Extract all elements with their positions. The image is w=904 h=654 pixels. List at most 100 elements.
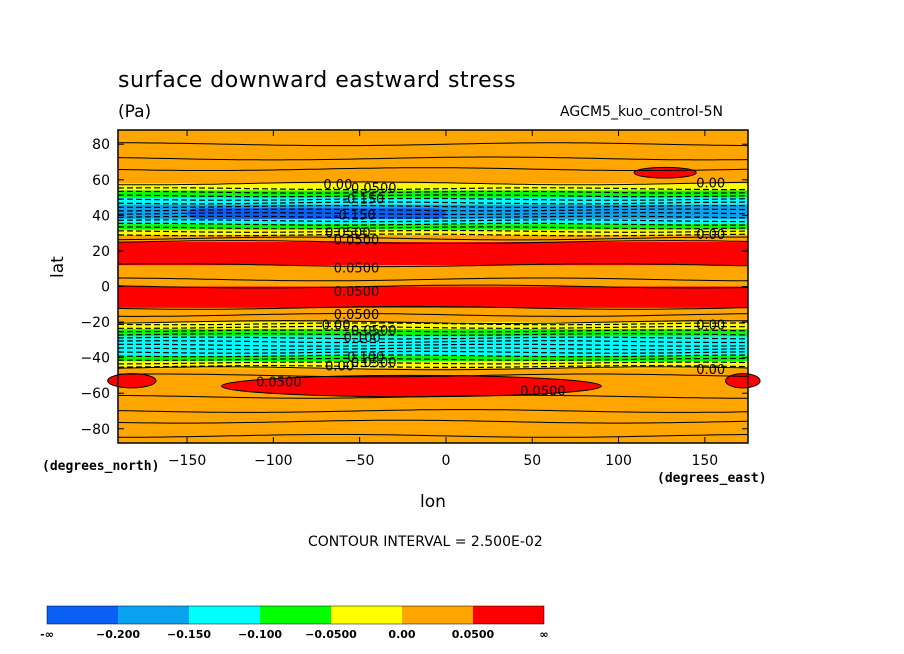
dataset-label: AGCM5_kuo_control-5N	[560, 104, 724, 120]
y-tick-label-4: 0	[101, 280, 110, 296]
contour-line-dashed-19	[117, 340, 748, 344]
contour-line-solid-17	[118, 434, 749, 438]
contour-label-0: 0.00	[323, 178, 352, 193]
contour-label-5: 0.0500	[334, 233, 380, 248]
contour-line-solid-13	[117, 373, 749, 378]
contour-line-solid-4	[117, 236, 748, 241]
contour-label-12: -0.100	[342, 351, 384, 366]
color-band-8	[118, 286, 748, 308]
contour-interval-note: CONTOUR INTERVAL = 2.500E-02	[308, 534, 543, 550]
colorbar-label-1: −0.200	[96, 628, 140, 641]
color-band-9	[118, 322, 748, 330]
contour-line-solid-0	[118, 142, 749, 147]
colorbar-label-5: 0.00	[388, 628, 415, 641]
chart-title: surface downward eastward stress	[118, 68, 517, 93]
contour-label-18: 0.00	[696, 228, 725, 243]
contour-label-15: 0.0500	[256, 376, 302, 391]
x-tick-label-2: −50	[345, 453, 375, 469]
contour-line-dashed-11	[117, 226, 749, 230]
colorbar-label-7: ∞	[539, 628, 548, 641]
color-band-0	[118, 183, 748, 191]
contour-line-solid-16	[117, 419, 749, 424]
contour-line-solid-5	[117, 240, 749, 244]
color-band-2	[118, 197, 748, 205]
colorbar-label-4: −0.0500	[305, 628, 357, 641]
colorbar-frame	[46, 605, 545, 625]
contour-label-8: 0.0500	[334, 308, 380, 323]
y-tick-label-1: 60	[92, 173, 110, 189]
contour-line-dashed-26	[117, 365, 749, 368]
contour-line-dashed-15	[118, 325, 748, 329]
contour-line-dashed-5	[117, 205, 749, 208]
contour-line-dashed-8	[117, 215, 749, 219]
contour-line-dashed-22	[117, 350, 749, 354]
contour-label-4: 0.0500	[325, 226, 371, 241]
contour-label-9: 0.00	[322, 319, 351, 334]
contour-line-dashed-12	[117, 229, 749, 233]
contour-line-solid-8	[117, 284, 749, 289]
contour-line-dashed-4	[117, 201, 749, 205]
colorbar-label-2: −0.150	[167, 628, 211, 641]
y-tick-label-5: −20	[80, 315, 110, 331]
contour-label-17: 0.00	[696, 176, 725, 191]
color-band-13	[118, 361, 748, 369]
contour-line-dashed-7	[117, 212, 749, 216]
contour-label-11: -0.100	[339, 331, 381, 346]
colorbar-swatch-6	[473, 606, 544, 624]
contour-line-dashed-16	[117, 329, 749, 333]
colorbar-swatch-1	[118, 606, 189, 624]
contour-label-13: 0.00	[325, 360, 354, 375]
colorbar-swatch-0	[47, 606, 118, 624]
contour-line-solid-7	[118, 277, 748, 282]
contour-line-dashed-6	[118, 208, 749, 212]
x-tick-label-5: 100	[605, 453, 632, 469]
contour-line-dashed-18	[117, 336, 749, 340]
contour-line-solid-2	[117, 167, 749, 171]
color-band-7	[118, 242, 748, 266]
contour-line-dashed-21	[118, 347, 749, 351]
contour-line-dashed-0	[117, 187, 749, 191]
color-band-10	[118, 329, 748, 337]
contour-line-dashed-9	[117, 219, 748, 223]
red-patch-3	[725, 373, 761, 389]
y-tick-label-2: 40	[92, 208, 110, 224]
contour-label-3: -0.150	[334, 208, 376, 223]
contour-line-solid-6	[117, 263, 749, 268]
y-tick-label-8: −80	[80, 422, 110, 438]
contour-line-dashed-25	[118, 361, 749, 365]
contour-line-dashed-1	[118, 190, 749, 194]
colorbar-label-6: 0.0500	[452, 628, 495, 641]
contour-line-solid-15	[117, 409, 749, 413]
x-tick-label-6: 150	[691, 453, 718, 469]
contour-line-solid-10	[117, 313, 749, 317]
contour-line-dashed-13	[117, 233, 749, 237]
contour-label-16: 0.0500	[520, 384, 566, 399]
contour-label-2: -0.150	[342, 192, 384, 207]
color-band-12	[118, 355, 748, 362]
y-tick-label-0: 80	[92, 137, 110, 153]
x-tick-label-1: −100	[254, 453, 292, 469]
contour-line-dashed-23	[117, 354, 749, 358]
contour-line-dashed-3	[117, 197, 749, 201]
contour-line-solid-9	[117, 305, 749, 310]
chart-units: (Pa)	[118, 102, 152, 122]
contour-line-dashed-2	[118, 194, 749, 198]
contour-label-19: 0.00	[696, 319, 725, 334]
contour-line-dashed-17	[117, 333, 749, 336]
y-axis-units: (degrees_north)	[42, 459, 160, 474]
color-band-6	[118, 229, 748, 235]
contour-label-10: 0.0500	[351, 324, 397, 339]
contour-label-1: 0.0500	[351, 182, 397, 197]
y-tick-label-6: −40	[80, 351, 110, 367]
contour-line-solid-3	[118, 181, 749, 186]
contour-line-solid-12	[117, 366, 749, 371]
x-tick-label-4: 50	[523, 453, 541, 469]
x-tick-label-3: 0	[441, 453, 450, 469]
colorbar-swatch-5	[402, 606, 473, 624]
y-tick-label-3: 20	[92, 244, 110, 260]
contour-label-6: 0.0500	[334, 262, 380, 277]
contour-line-dashed-10	[118, 222, 749, 226]
contour-label-7: 0.0500	[334, 285, 380, 300]
colorbar-swatch-3	[260, 606, 331, 624]
